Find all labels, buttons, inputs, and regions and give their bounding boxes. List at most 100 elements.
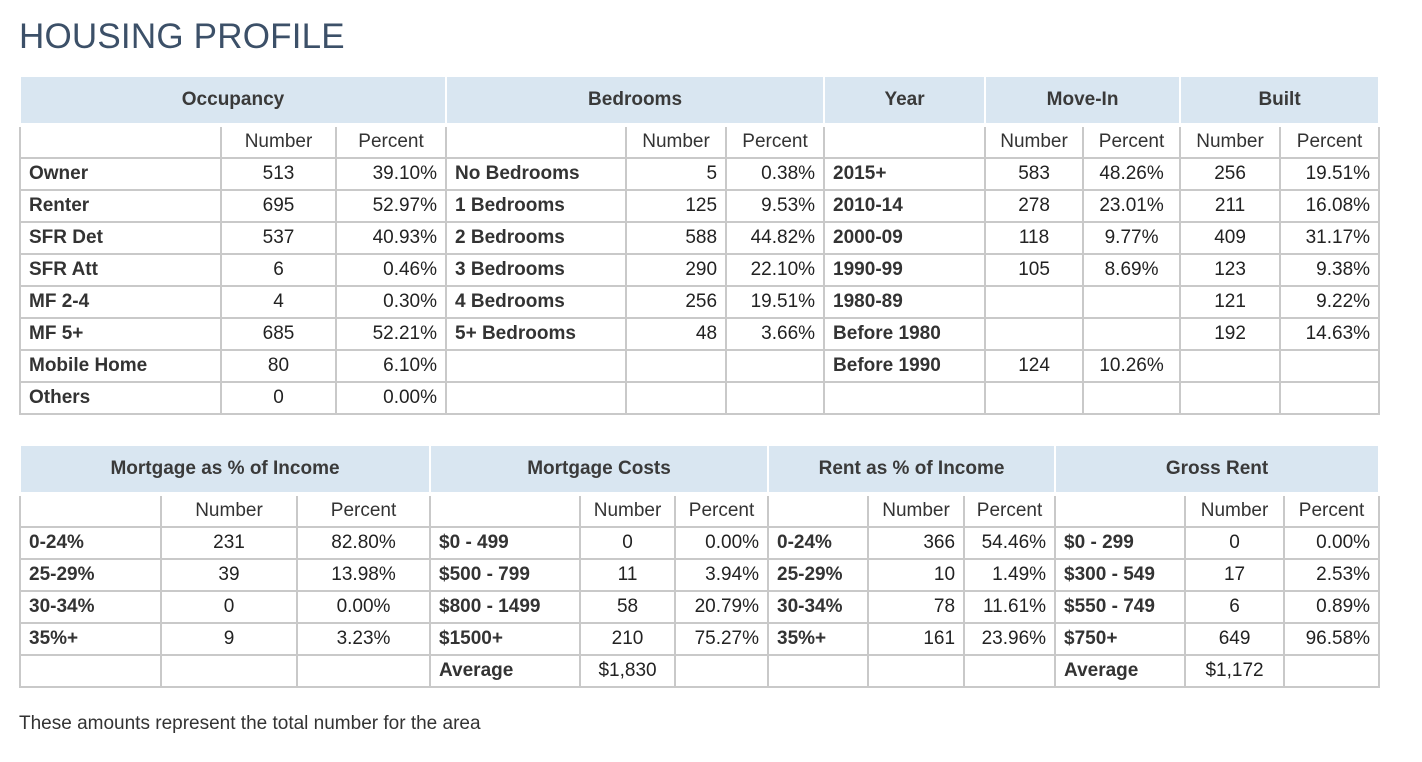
occupancy-number: 685 <box>220 317 337 351</box>
page-title: HOUSING PROFILE <box>19 17 345 56</box>
built-number: 211 <box>1179 189 1282 223</box>
mortgage-income-number: 0 <box>160 590 298 624</box>
mortgage-income-number <box>160 654 298 688</box>
header-mortgage-pct-income: Mortgage as % of Income <box>18 444 432 496</box>
mortgage-income-label <box>19 654 162 688</box>
move-in-number <box>984 285 1085 319</box>
move-in-percent <box>1082 285 1182 319</box>
blank-cell <box>823 124 987 159</box>
mortgage-income-number: 231 <box>160 526 298 560</box>
occupancy-number: 4 <box>220 285 337 319</box>
col-percent: Percent <box>1283 493 1381 528</box>
occupancy-label: Mobile Home <box>19 349 222 383</box>
blank-cell <box>19 124 222 159</box>
mortgage-cost-number: 11 <box>579 558 677 592</box>
occupancy-label: SFR Att <box>19 253 222 287</box>
bedrooms-number: 5 <box>625 157 728 191</box>
gross-rent-label: $550 - 749 <box>1054 590 1187 624</box>
rent-income-percent: 1.49% <box>963 558 1057 592</box>
rent-income-number: 10 <box>867 558 966 592</box>
gross-rent-percent: 0.89% <box>1283 590 1381 624</box>
mortgage-cost-number: 58 <box>579 590 677 624</box>
header-rent-pct-income: Rent as % of Income <box>767 444 1057 496</box>
mortgage-cost-percent: 75.27% <box>674 622 770 656</box>
bedrooms-label: 2 Bedrooms <box>445 221 628 255</box>
built-percent: 14.63% <box>1279 317 1381 351</box>
occupancy-percent: 40.93% <box>334 221 448 255</box>
built-percent: 19.51% <box>1279 157 1381 191</box>
built-percent: 31.17% <box>1279 221 1381 255</box>
built-number: 123 <box>1179 253 1282 287</box>
mortgage-cost-percent: 0.00% <box>674 526 770 560</box>
table-row: SFR Det 537 40.93% 2 Bedrooms 588 44.82% 2000-… <box>19 221 1381 255</box>
mortgage-income-number: 39 <box>160 558 298 592</box>
rent-income-label: 0-24% <box>767 526 870 560</box>
col-number: Number <box>1179 124 1282 159</box>
bedrooms-percent <box>725 381 826 415</box>
mortgage-cost-percent: 20.79% <box>674 590 770 624</box>
rent-income-percent: 11.61% <box>963 590 1057 624</box>
bedrooms-number <box>625 349 728 383</box>
occupancy-number: 0 <box>220 381 337 415</box>
rent-income-number: 366 <box>867 526 966 560</box>
blank-cell <box>445 124 628 159</box>
header-move-in: Move-In <box>984 75 1182 127</box>
mortgage-cost-label: $800 - 1499 <box>429 590 582 624</box>
occupancy-label: Renter <box>19 189 222 223</box>
rent-income-label: 25-29% <box>767 558 870 592</box>
blank-cell <box>1054 493 1187 528</box>
rent-income-percent: 23.96% <box>963 622 1057 656</box>
bedrooms-number: 588 <box>625 221 728 255</box>
move-in-percent: 9.77% <box>1082 221 1182 255</box>
mortgage-income-label: 35%+ <box>19 622 162 656</box>
gross-rent-label: $0 - 299 <box>1054 526 1187 560</box>
bedrooms-percent: 19.51% <box>725 285 826 319</box>
year-label: 2015+ <box>823 157 987 191</box>
header-row: Occupancy Bedrooms Year Move-In Built <box>18 75 1381 127</box>
gross-rent-number: 17 <box>1184 558 1286 592</box>
bedrooms-percent: 44.82% <box>725 221 826 255</box>
header-gross-rent: Gross Rent <box>1054 444 1381 496</box>
built-percent <box>1279 381 1381 415</box>
gross-rent-label: $300 - 549 <box>1054 558 1187 592</box>
rent-income-number: 78 <box>867 590 966 624</box>
col-number: Number <box>1184 493 1286 528</box>
built-number: 409 <box>1179 221 1282 255</box>
occupancy-percent: 0.00% <box>334 381 448 415</box>
gross-rent-number: 6 <box>1184 590 1286 624</box>
occupancy-percent: 52.21% <box>334 317 448 351</box>
col-number: Number <box>984 124 1085 159</box>
mortgage-cost-number: $1,830 <box>579 654 677 688</box>
gross-rent-percent: 96.58% <box>1283 622 1381 656</box>
move-in-percent <box>1082 317 1182 351</box>
col-number: Number <box>625 124 728 159</box>
built-percent: 9.22% <box>1279 285 1381 319</box>
bedrooms-label: 3 Bedrooms <box>445 253 628 287</box>
table-row: SFR Att 6 0.46% 3 Bedrooms 290 22.10% 1990-99 1… <box>19 253 1381 287</box>
col-number: Number <box>220 124 337 159</box>
subheader-row: Number Percent Number Percent Number Per… <box>19 493 1381 528</box>
rent-income-number: 161 <box>867 622 966 656</box>
table-row: MF 2-4 4 0.30% 4 Bedrooms 256 19.51% 1980-89 12… <box>19 285 1381 319</box>
bedrooms-percent: 0.38% <box>725 157 826 191</box>
built-number: 256 <box>1179 157 1282 191</box>
header-bedrooms: Bedrooms <box>445 75 826 127</box>
bedrooms-label <box>445 349 628 383</box>
footnote: These amounts represent the total number… <box>19 713 481 734</box>
rent-income-label: 35%+ <box>767 622 870 656</box>
bedrooms-number: 125 <box>625 189 728 223</box>
move-in-percent: 8.69% <box>1082 253 1182 287</box>
mortgage-cost-label: $500 - 799 <box>429 558 582 592</box>
move-in-percent <box>1082 381 1182 415</box>
occupancy-label: SFR Det <box>19 221 222 255</box>
bedrooms-number <box>625 381 728 415</box>
bedrooms-number: 48 <box>625 317 728 351</box>
occupancy-percent: 39.10% <box>334 157 448 191</box>
year-label: Before 1980 <box>823 317 987 351</box>
occupancy-number: 513 <box>220 157 337 191</box>
occupancy-percent: 0.30% <box>334 285 448 319</box>
gross-rent-number: 649 <box>1184 622 1286 656</box>
move-in-number: 278 <box>984 189 1085 223</box>
gross-rent-number: $1,172 <box>1184 654 1286 688</box>
mortgage-income-percent: 3.23% <box>295 622 432 656</box>
